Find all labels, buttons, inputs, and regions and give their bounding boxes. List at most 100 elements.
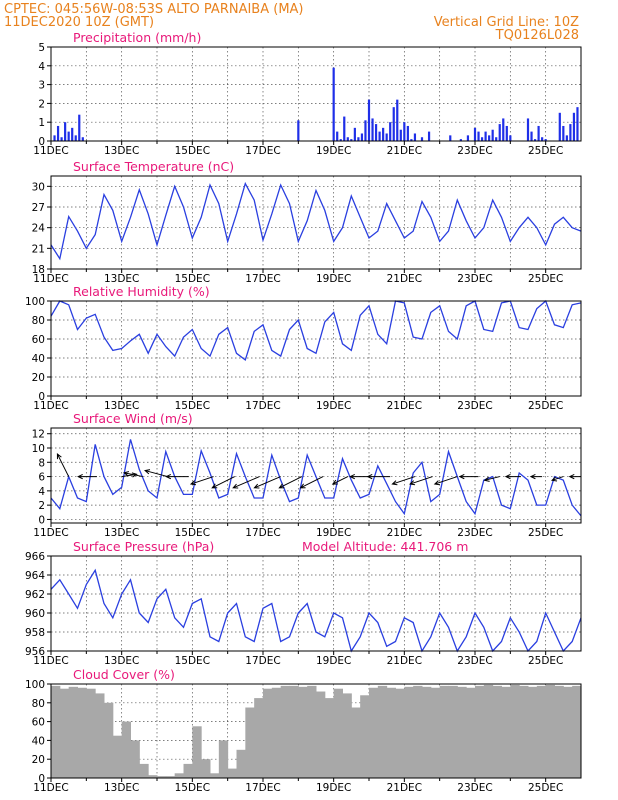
x-tick-label: 17DEC: [245, 273, 280, 285]
bar-cloud: [324, 698, 335, 778]
x-tick-label: 13DEC: [104, 145, 139, 157]
x-tick-label: 11DEC: [33, 655, 68, 667]
bar-precip: [427, 131, 431, 141]
bar-cloud: [77, 687, 87, 778]
x-tick-label: 25DEC: [528, 145, 563, 157]
wind-vector: [349, 473, 369, 480]
bar-precip: [343, 116, 346, 141]
bar-cloud: [271, 687, 282, 778]
bar-precip: [488, 135, 491, 141]
bar-precip: [332, 67, 335, 141]
panel-temp: Surface Temperature (nC) 18 21 24 27 30 11DEC 1…: [32, 159, 582, 285]
bar-precip: [413, 133, 417, 141]
bar-precip: [367, 99, 371, 141]
x-tick-label: 15DEC: [175, 273, 210, 285]
bar-cloud: [457, 686, 467, 778]
x-tick-label: 21DEC: [387, 782, 422, 794]
panel-frame-wind: [50, 427, 582, 524]
y-tick-label: 21: [32, 243, 45, 255]
bar-precip: [473, 127, 477, 141]
x-tick-label: 13DEC: [104, 527, 139, 539]
wind-vector: [550, 476, 564, 482]
panel-title-precip: Precipitation (mm/h): [73, 30, 201, 45]
series-line-wind: [50, 439, 582, 517]
y-tick-label: 30: [32, 181, 45, 193]
panel-title-pressure: Surface Pressure (hPa): [73, 539, 214, 554]
bar-cloud: [386, 687, 396, 778]
bar-precip: [71, 127, 74, 141]
y-tick-label: 100: [25, 296, 45, 308]
bar-precip: [399, 129, 402, 141]
bar-cloud: [351, 707, 361, 778]
x-tick-label: 11DEC: [33, 273, 68, 285]
bar-cloud: [377, 685, 388, 778]
x-tick-label: 11DEC: [33, 400, 68, 412]
y-tick-label: 100: [25, 679, 45, 691]
x-tick-label: 25DEC: [528, 273, 563, 285]
bar-cloud: [236, 749, 246, 778]
x-tick-label: 13DEC: [104, 655, 139, 667]
bar-precip: [374, 124, 378, 141]
x-tick-label: 19DEC: [316, 655, 351, 667]
bar-precip: [449, 135, 452, 141]
x-tick-label: 21DEC: [387, 655, 422, 667]
bar-cloud: [165, 776, 176, 778]
bar-cloud: [201, 759, 211, 778]
bar-precip: [558, 112, 561, 141]
bar-precip: [477, 131, 480, 141]
wind-vector: [483, 476, 500, 482]
y-tick-label: 3: [38, 80, 45, 92]
bar-cloud: [104, 702, 114, 778]
bar-cloud: [510, 684, 520, 778]
bar-cloud: [528, 686, 538, 778]
bar-cloud: [121, 721, 131, 778]
x-tick-label: 11DEC: [33, 782, 68, 794]
x-tick-label: 23DEC: [457, 527, 492, 539]
bar-cloud: [483, 684, 494, 778]
bar-precip: [81, 137, 84, 141]
y-tick-label: 0: [38, 391, 45, 403]
bar-precip: [357, 137, 360, 141]
bar-precip: [480, 137, 484, 141]
x-tick-label: 13DEC: [104, 782, 139, 794]
bar-precip: [353, 127, 356, 141]
bar-cloud: [280, 685, 290, 778]
bar-precip: [78, 114, 81, 141]
bar-cloud: [59, 688, 70, 778]
bar-cloud: [554, 685, 564, 778]
bar-cloud: [430, 687, 441, 778]
bar-cloud: [422, 686, 432, 778]
y-tick-label: 6: [38, 472, 45, 484]
series-line-rh: [50, 299, 582, 361]
bar-cloud: [245, 707, 255, 778]
bar-precip: [509, 135, 512, 141]
y-tick-label: 0: [38, 773, 45, 785]
bar-cloud: [572, 685, 581, 778]
bar-precip: [64, 122, 67, 141]
bar-cloud: [413, 685, 423, 778]
bar-precip: [569, 124, 572, 141]
bar-precip: [389, 122, 392, 141]
bar-precip: [297, 120, 300, 141]
x-tick-label: 21DEC: [387, 273, 422, 285]
wind-vector: [409, 476, 433, 486]
y-tick-label: 4: [38, 486, 45, 498]
wind-vector: [568, 473, 581, 480]
x-tick-label: 23DEC: [457, 273, 492, 285]
y-tick-label: 80: [32, 698, 45, 710]
x-tick-label: 25DEC: [528, 655, 563, 667]
bar-cloud: [519, 685, 529, 778]
bar-precip: [572, 112, 576, 141]
x-tick-label: 25DEC: [528, 400, 563, 412]
bar-cloud: [492, 685, 502, 778]
bar-precip: [530, 131, 533, 141]
y-tick-label: 18: [32, 264, 45, 276]
bar-precip: [74, 135, 77, 141]
y-tick-label: 960: [25, 608, 45, 620]
bar-cloud: [139, 763, 149, 778]
grid-wind: [51, 428, 581, 523]
wind-vector: [278, 476, 303, 489]
x-tick-label: 15DEC: [175, 527, 210, 539]
